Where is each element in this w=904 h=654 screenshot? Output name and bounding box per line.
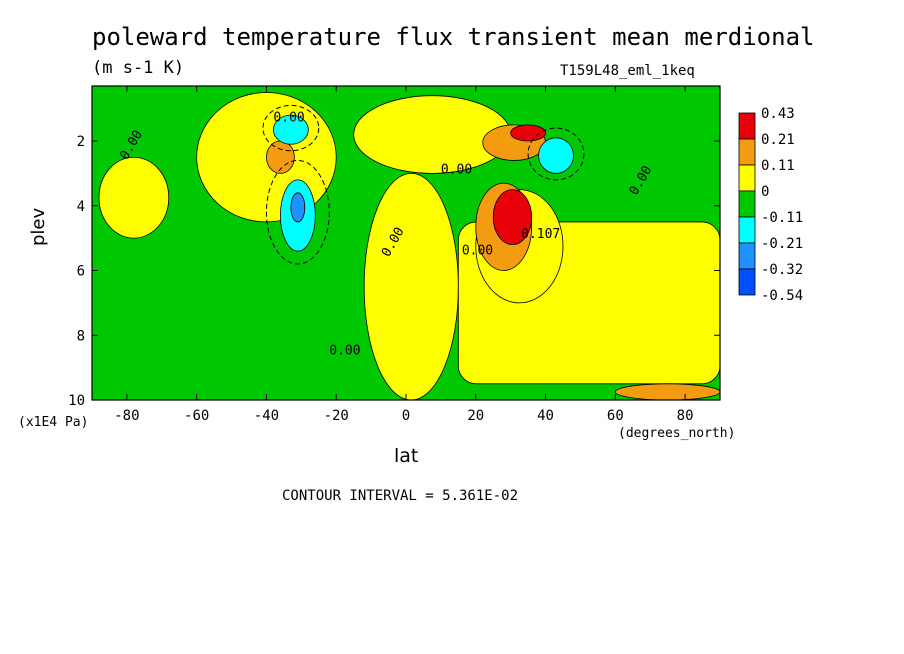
dashed-contour-1	[262, 104, 320, 152]
x-tick-label-1: -60	[184, 408, 209, 424]
dataset-label: T159L48_eml_1keq	[560, 63, 695, 79]
legend-swatch-1	[738, 138, 756, 166]
dashed-contour-0	[265, 159, 330, 265]
y-tick-label-2: 6	[77, 264, 85, 280]
y-tick-label-3: 8	[77, 328, 85, 344]
contour-region-15	[538, 137, 574, 174]
legend-label-2: 0.11	[761, 158, 795, 174]
legend-label-3: 0	[761, 184, 769, 200]
legend-label-0: 0.43	[761, 106, 795, 122]
contour-label-4: 0.00	[462, 243, 493, 258]
legend-swatch-0	[738, 112, 756, 140]
contour-region-11	[510, 124, 546, 142]
y-tick-label-4: 10	[68, 393, 85, 409]
legend-swatch-3	[738, 190, 756, 218]
contour-region-4	[363, 173, 459, 400]
contour-label-5: 0.00	[329, 344, 360, 359]
x-tick-label-3: -20	[324, 408, 349, 424]
x-tick-label-8: 80	[677, 408, 694, 424]
legend-swatch-4	[738, 216, 756, 244]
x-tick-label-5: 20	[467, 408, 484, 424]
contour-label-7: 0.107	[521, 227, 560, 242]
x-tick-label-0: -80	[114, 408, 139, 424]
legend-label-4: -0.11	[761, 210, 803, 226]
contour-region-16	[614, 383, 720, 400]
contour-region-13	[290, 192, 306, 223]
y-tick-label-0: 2	[77, 134, 85, 150]
contour-label-0: 0.00	[273, 111, 304, 126]
contour-region-14	[273, 114, 309, 145]
x-tick-label-6: 40	[537, 408, 554, 424]
legend-swatch-5	[738, 242, 756, 270]
contour-label-2: 0.00	[441, 162, 472, 177]
contour-fill-group	[92, 86, 720, 400]
x-axis-label: lat	[394, 445, 419, 467]
legend-swatch-2	[738, 164, 756, 192]
contour-region-9	[492, 189, 533, 246]
legend-label-7: -0.54	[761, 288, 803, 304]
x-tick-label-2: -40	[254, 408, 279, 424]
contour-interval: CONTOUR INTERVAL = 5.361E-02	[282, 488, 519, 504]
legend-label-6: -0.32	[761, 262, 803, 278]
dashed-contour-2	[527, 127, 585, 181]
x-axis-units: (degrees_north)	[618, 426, 736, 441]
legend-swatch-6	[738, 268, 756, 296]
legend-label-5: -0.21	[761, 236, 803, 252]
y-axis-units: (x1E4 Pa)	[18, 415, 89, 430]
x-tick-label-7: 60	[607, 408, 624, 424]
contour-region-2	[98, 156, 170, 239]
x-tick-label-4: 0	[402, 408, 410, 424]
y-tick-label-1: 4	[77, 199, 85, 215]
chart-title: poleward temperature flux transient mean…	[92, 23, 815, 51]
chart-units: (m s-1 K)	[92, 58, 185, 78]
legend-label-1: 0.21	[761, 132, 795, 148]
